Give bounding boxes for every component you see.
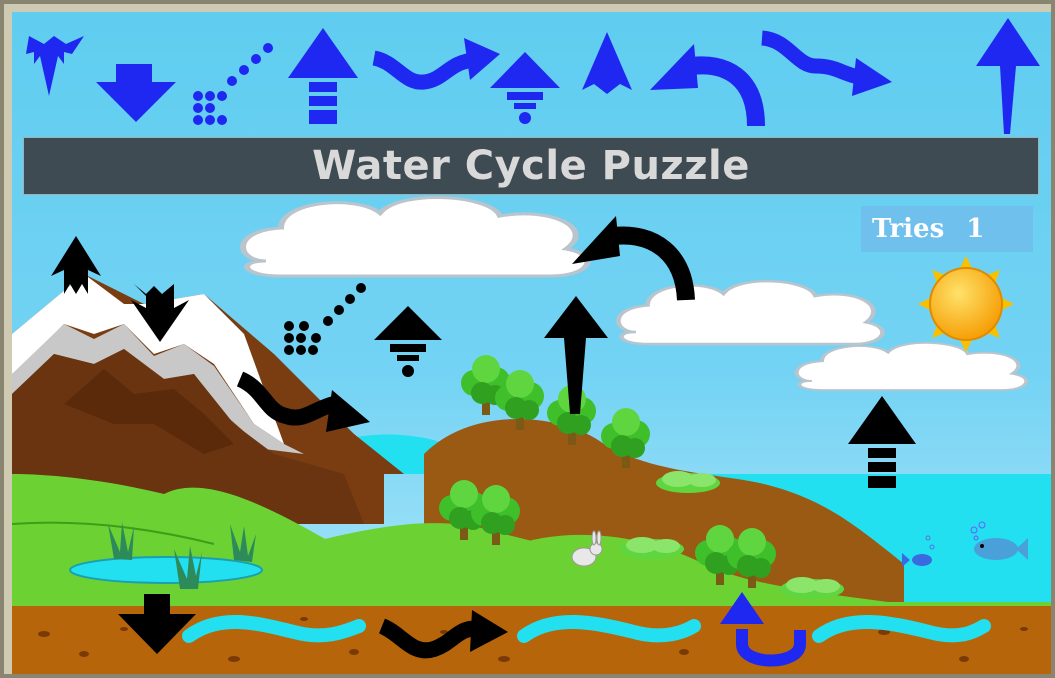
slot-mountain-down[interactable] bbox=[131, 284, 189, 342]
tray-piece-block-down[interactable] bbox=[96, 64, 176, 122]
tray-piece-dashed-up[interactable] bbox=[490, 52, 560, 124]
rabbit-icon bbox=[571, 530, 603, 567]
tries-counter: Tries 1 bbox=[861, 206, 1033, 252]
tray-piece-wavy-right[interactable] bbox=[372, 38, 500, 90]
slot-snowmelt[interactable] bbox=[236, 371, 370, 432]
tray-piece-squiggle-right[interactable] bbox=[760, 30, 892, 96]
slot-condensation[interactable] bbox=[284, 283, 366, 355]
fish-icon bbox=[902, 535, 935, 567]
tries-value: 1 bbox=[966, 214, 985, 244]
fish-icon bbox=[970, 521, 1028, 560]
slot-infiltration[interactable] bbox=[118, 594, 196, 654]
title-banner: Water Cycle Puzzle bbox=[23, 137, 1039, 195]
slot-ocean-evaporation[interactable] bbox=[848, 396, 916, 488]
slot-cloud-drift[interactable] bbox=[572, 216, 695, 301]
tray-piece-chevron-down[interactable] bbox=[26, 36, 84, 96]
slot-transpiration[interactable] bbox=[544, 296, 608, 414]
slot-lake-evaporation[interactable] bbox=[374, 306, 442, 377]
slot-groundwater-flow[interactable] bbox=[378, 610, 508, 659]
tray-piece-tall-up[interactable] bbox=[976, 18, 1040, 134]
page-title: Water Cycle Puzzle bbox=[312, 143, 750, 189]
tries-label: Tries bbox=[872, 214, 945, 244]
tray-piece-striped-up[interactable] bbox=[288, 28, 358, 124]
game-scene bbox=[12, 12, 1051, 674]
tray-piece-chevron-up[interactable] bbox=[582, 32, 632, 94]
tray-piece-curved-left[interactable] bbox=[650, 44, 765, 127]
tray-piece-dotted-diagonal[interactable] bbox=[193, 43, 273, 125]
slot-root-uptake[interactable] bbox=[720, 592, 806, 667]
sun-icon bbox=[918, 256, 1014, 352]
slot-mountain-up[interactable] bbox=[51, 236, 101, 294]
